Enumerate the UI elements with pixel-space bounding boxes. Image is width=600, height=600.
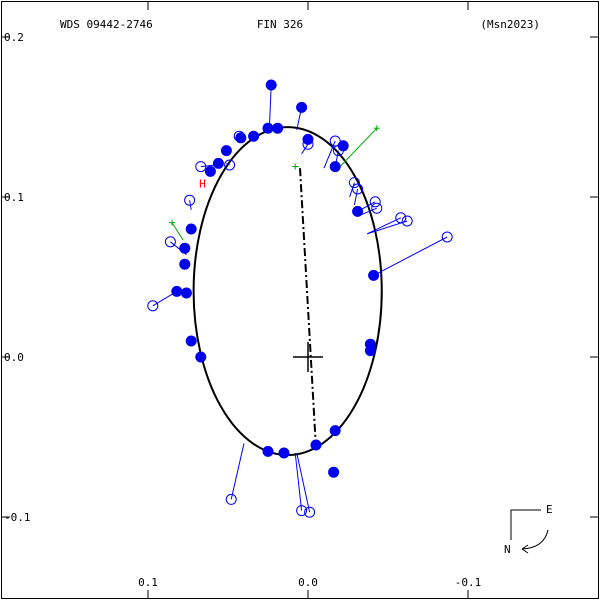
compass xyxy=(510,509,549,554)
filled-observation-point xyxy=(368,269,380,281)
x-tick-label: 0.0 xyxy=(298,576,318,589)
compass-lines xyxy=(510,509,541,540)
y-tick-label: 0.2 xyxy=(4,31,24,44)
open-observation-point xyxy=(371,202,383,214)
filled-observation-point xyxy=(302,133,314,145)
open-observation-point xyxy=(441,231,453,243)
filled-observation-point xyxy=(185,223,197,235)
filled-observation-point xyxy=(179,242,191,254)
y-tick-label: -0.1 xyxy=(4,511,31,524)
residual-lines xyxy=(152,84,448,513)
residual-line xyxy=(349,182,355,198)
residual-line xyxy=(230,443,245,500)
open-observation-point xyxy=(164,236,176,248)
line-of-nodes xyxy=(299,168,317,449)
filled-observation-point xyxy=(329,161,341,173)
text-labels: WDS 09442-2746 FIN 326 (Msn2023) E N H xyxy=(60,18,553,556)
filled-observation-point xyxy=(180,287,192,299)
filled-observation-point xyxy=(310,439,322,451)
open-observation-point xyxy=(401,215,413,227)
open-observation-point xyxy=(147,300,159,312)
residual-line xyxy=(294,452,303,511)
residual-line xyxy=(301,143,309,155)
open-observation-point xyxy=(329,135,341,147)
open-observation-point xyxy=(224,159,236,171)
filled-observation-point xyxy=(329,425,341,437)
filled-observation-point xyxy=(235,132,247,144)
compass-arrow-icon xyxy=(521,544,529,554)
open-observation-point xyxy=(184,194,196,206)
open-observation-point xyxy=(296,505,308,517)
residual-line xyxy=(200,164,216,168)
residual-line xyxy=(366,217,402,235)
residual-line xyxy=(226,162,230,166)
x-tick-label: 0.1 xyxy=(138,576,158,589)
open-observation-point xyxy=(225,493,237,505)
filled-observation-point xyxy=(248,130,260,142)
filled-observation-point xyxy=(296,101,308,113)
filled-observation-point xyxy=(328,466,340,478)
filled-observation-point xyxy=(195,351,207,363)
filled-observation-point xyxy=(278,447,290,459)
filled-observation-point xyxy=(185,335,197,347)
filled-observation-point xyxy=(262,122,274,134)
residual-line xyxy=(339,127,378,167)
residual-line xyxy=(269,84,272,124)
filled-observation-point xyxy=(212,157,224,169)
residual-line xyxy=(353,188,359,206)
filled-observation-point xyxy=(220,145,232,157)
compass-arc xyxy=(521,529,549,550)
observation-points xyxy=(147,79,453,518)
open-observation-point xyxy=(348,177,360,189)
open-observation-point xyxy=(304,506,316,518)
filled-observation-point xyxy=(337,140,349,152)
open-observation-point xyxy=(352,183,364,195)
y-tick-label: 0.0 xyxy=(4,351,24,364)
x-tick-label: -0.1 xyxy=(455,576,482,589)
filled-observation-point xyxy=(179,258,191,270)
compass-east-label: E xyxy=(546,503,553,516)
filled-observation-point xyxy=(204,165,216,177)
y-tick-label: 0.1 xyxy=(4,191,24,204)
filled-observation-point xyxy=(265,79,277,91)
marker-h-label: H xyxy=(199,178,206,191)
residual-line xyxy=(296,452,311,513)
open-observation-point xyxy=(395,212,407,224)
header-left: WDS 09442-2746 xyxy=(60,18,153,31)
filled-observation-point xyxy=(352,205,364,217)
filled-observation-point xyxy=(364,345,376,357)
filled-observation-point xyxy=(262,445,274,457)
open-observation-point xyxy=(369,196,381,208)
compass-north-label: N xyxy=(504,543,511,556)
residual-line xyxy=(171,222,184,241)
residual-line xyxy=(373,236,448,276)
header-center: FIN 326 xyxy=(257,18,303,31)
open-observation-point xyxy=(195,161,207,173)
filled-observation-point xyxy=(171,285,183,297)
filled-observation-point xyxy=(272,122,284,134)
header-right: (Msn2023) xyxy=(480,18,540,31)
